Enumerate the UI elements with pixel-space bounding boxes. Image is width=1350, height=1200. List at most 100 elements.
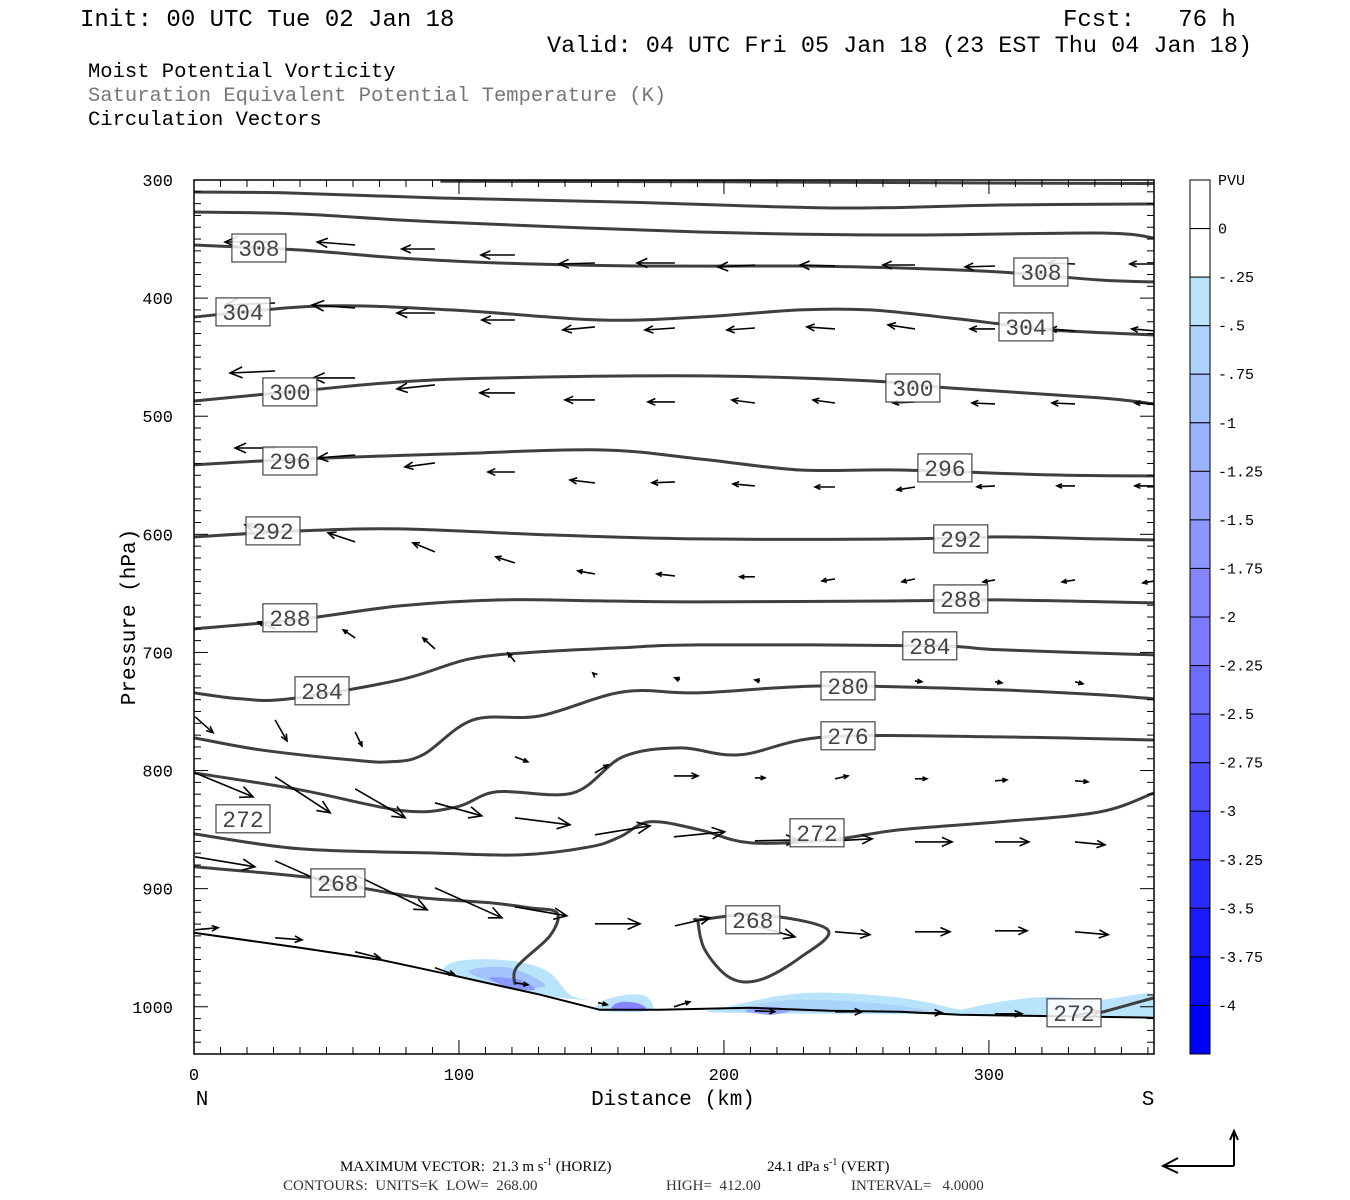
x-tick-label: 100 <box>444 1067 475 1086</box>
vector-arrowhead <box>1098 929 1111 939</box>
contour-label-text: 308 <box>238 237 279 263</box>
colorbar-label: -1.75 <box>1218 561 1263 578</box>
contour-label-text: 296 <box>269 450 310 476</box>
vector-arrowhead <box>968 325 978 333</box>
vector-shaft <box>229 370 276 374</box>
vector-arrowhead <box>1140 579 1148 585</box>
vector-arrowhead <box>970 399 979 407</box>
vector-arrowhead <box>635 257 648 269</box>
contour-line-312 <box>194 210 1154 240</box>
contour-label-box <box>725 905 781 935</box>
contour-label-text: 304 <box>1005 316 1046 342</box>
x-left-end-label: N <box>196 1089 209 1112</box>
vector-arrowhead <box>880 260 893 270</box>
circulation-vector <box>811 397 836 405</box>
circulation-vector <box>275 935 305 944</box>
vector-arrowhead <box>239 786 255 799</box>
circulation-vector <box>834 928 872 939</box>
vector-shaft <box>558 262 595 265</box>
contour-label: 304 <box>998 312 1054 342</box>
vector-arrowhead <box>522 981 530 987</box>
vector-arrowhead <box>411 541 421 549</box>
vector-arrowhead <box>467 806 484 819</box>
colorbar-swatch <box>1189 325 1211 375</box>
circulation-vector <box>194 856 257 872</box>
vector-shaft <box>594 764 609 774</box>
colorbar-swatch <box>1189 956 1211 1007</box>
vector-arrowhead <box>813 483 821 491</box>
contour-line-288 <box>194 598 1154 631</box>
circulation-vector <box>514 981 530 987</box>
circulation-vector <box>886 321 916 330</box>
contours-interval: INTERVAL= 4.0000 <box>851 1178 984 1194</box>
vert-tag: (VERT) <box>837 1159 889 1175</box>
contours-info: CONTOURS: UNITS=K LOW= 268.00 <box>283 1178 538 1194</box>
contour-label-text: 292 <box>252 520 293 546</box>
vector-arrowhead <box>1060 578 1068 584</box>
vector-shaft <box>514 756 529 763</box>
contour-label-box <box>998 312 1054 342</box>
contour-label-box <box>262 446 318 476</box>
vector-arrowhead <box>402 461 414 471</box>
circulation-vector <box>311 372 356 384</box>
colorbar-label: -2.25 <box>1218 659 1263 676</box>
circulation-vector <box>597 1001 610 1007</box>
x-right-end-label: S <box>1142 1089 1155 1112</box>
plot-frame <box>193 179 1155 1055</box>
vector-arrowhead <box>1001 777 1009 784</box>
contour-label: 272 <box>215 804 271 834</box>
title-theta-es: Saturation Equivalent Potential Temperat… <box>88 85 666 108</box>
vector-shaft <box>404 462 436 468</box>
circulation-vector <box>402 461 436 471</box>
contour-label-layer: 308 308 304 304 300 300 296 296 292 292 288 288 284 2… <box>215 233 1102 1028</box>
circulation-vector <box>395 307 435 319</box>
circulation-vector <box>485 467 515 477</box>
vector-arrowhead <box>1129 325 1139 333</box>
vector-arrowhead <box>691 772 700 780</box>
vector-shaft <box>1061 579 1076 583</box>
circulation-vector <box>399 244 435 254</box>
colorbar-swatch <box>1189 179 1211 230</box>
vector-shaft <box>194 772 254 798</box>
colorbar-label: -3.25 <box>1218 853 1263 870</box>
circulation-vector <box>915 926 952 937</box>
colorbar-label: -2.5 <box>1218 707 1254 724</box>
vector-shaft <box>1051 402 1076 405</box>
vector-arrowhead <box>715 261 729 272</box>
vector-arrowhead <box>1055 482 1063 489</box>
circulation-vector <box>1074 929 1111 939</box>
circulation-vector <box>354 788 407 819</box>
circulation-vector <box>635 257 675 269</box>
circulation-vector <box>194 772 255 799</box>
vector-shaft <box>656 573 675 577</box>
contour-label: 300 <box>262 377 318 407</box>
contour-label-box <box>215 297 271 327</box>
reference-horizontal-arrowhead <box>1160 1157 1179 1174</box>
circulation-vector <box>995 1009 1024 1018</box>
ground-surface-layer <box>193 931 1155 1019</box>
vector-arrowhead <box>568 477 578 485</box>
vector-arrowhead <box>310 299 325 312</box>
circulation-vector <box>643 325 675 334</box>
vector-arrowhead <box>699 914 712 925</box>
circulation-vector <box>228 366 276 379</box>
contour-label-text: 300 <box>269 381 310 407</box>
vector-shaft <box>514 982 529 986</box>
vector-shaft <box>195 926 219 931</box>
vector-arrowhead <box>782 928 797 940</box>
y-axis-label: Pressure (hPa) <box>119 529 142 705</box>
vector-arrowhead <box>563 395 574 405</box>
colorbar-swatch <box>1189 616 1211 667</box>
contour-line-300 <box>194 374 1154 406</box>
contour-label: 308 <box>1013 257 1069 287</box>
vector-shaft <box>422 637 436 650</box>
vector-shaft <box>434 967 455 976</box>
circulation-vector <box>434 967 457 977</box>
colorbar-label: -.25 <box>1218 270 1254 287</box>
vector-arrowhead <box>522 757 530 763</box>
colorbar-swatch <box>1189 567 1211 618</box>
circulation-vector <box>975 483 996 490</box>
vector-arrowhead <box>654 571 663 578</box>
vector-shaft <box>562 326 595 331</box>
vector-arrowhead <box>737 574 745 580</box>
